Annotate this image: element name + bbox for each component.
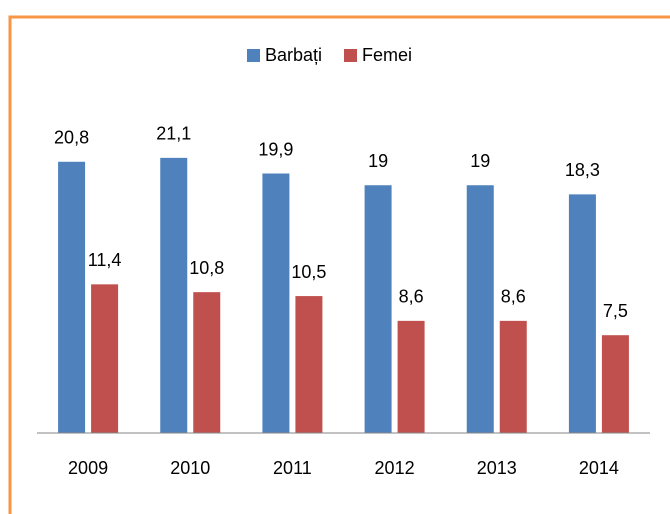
- legend-label: Barbați: [265, 45, 322, 65]
- bar: [364, 185, 392, 433]
- frame: [8, 15, 670, 514]
- bar: [160, 157, 188, 433]
- bar: [262, 173, 290, 433]
- x-tick-label: 2013: [477, 458, 517, 478]
- data-label: 7,5: [603, 301, 628, 321]
- x-tick-label: 2009: [68, 458, 108, 478]
- x-tick-label: 2014: [579, 458, 619, 478]
- bar: [499, 320, 527, 433]
- bar: [295, 296, 323, 433]
- data-label: 19: [470, 151, 490, 171]
- legend-swatch: [344, 49, 357, 62]
- x-tick-label: 2012: [375, 458, 415, 478]
- data-label: 18,3: [565, 160, 600, 180]
- legend-label: Femei: [362, 45, 412, 65]
- data-label: 10,8: [189, 258, 224, 278]
- data-label: 19: [368, 151, 388, 171]
- x-tick-label: 2010: [170, 458, 210, 478]
- data-label: 21,1: [156, 124, 191, 144]
- data-label: 10,5: [291, 262, 326, 282]
- data-label: 20,8: [54, 128, 89, 148]
- bar: [58, 161, 86, 433]
- bar: [397, 320, 425, 433]
- bar: [91, 284, 119, 433]
- data-label: 11,4: [88, 250, 122, 270]
- bar: [466, 185, 494, 433]
- x-tick-label: 2011: [273, 458, 312, 478]
- data-label: 8,6: [501, 287, 526, 307]
- data-label: 19,9: [258, 139, 293, 159]
- bar: [568, 194, 596, 433]
- data-label: 8,6: [399, 287, 424, 307]
- bar: [193, 292, 221, 433]
- bar: [601, 335, 629, 433]
- legend-swatch: [247, 49, 260, 62]
